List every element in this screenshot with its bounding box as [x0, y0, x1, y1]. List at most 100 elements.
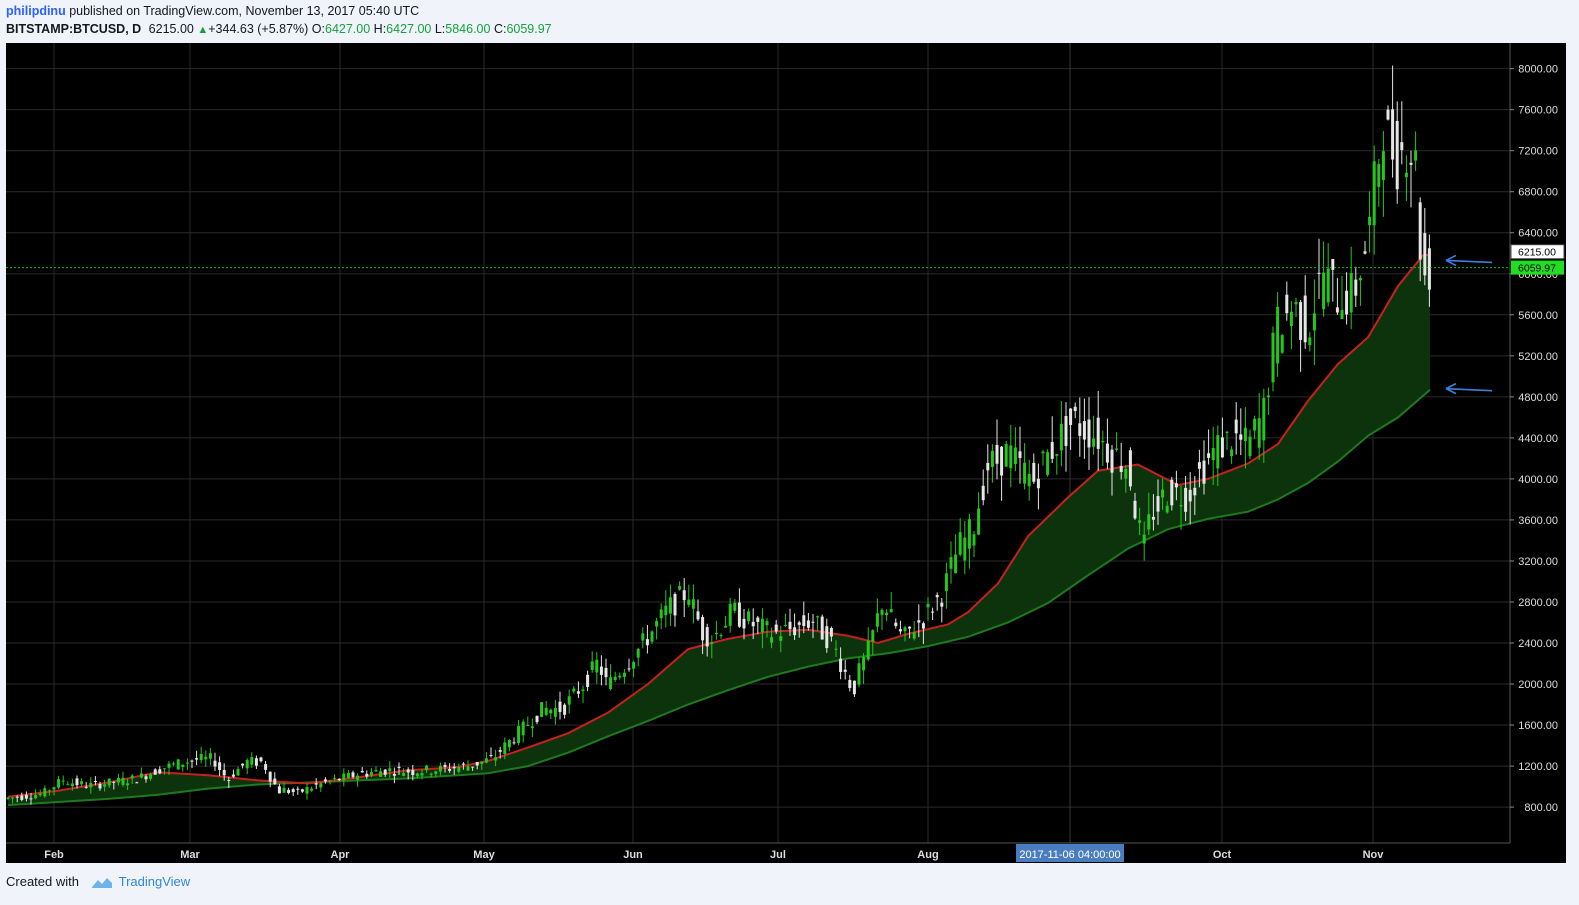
- candle-up[interactable]: [1308, 332, 1312, 352]
- candle-down[interactable]: [1069, 408, 1073, 450]
- candle-down[interactable]: [323, 777, 327, 784]
- candle-down[interactable]: [135, 781, 139, 784]
- candle-up[interactable]: [38, 789, 42, 797]
- candle-up[interactable]: [333, 774, 337, 782]
- candle-up[interactable]: [958, 518, 962, 557]
- candle-up[interactable]: [1372, 145, 1376, 255]
- candle-up[interactable]: [1138, 507, 1142, 536]
- candle-down[interactable]: [1207, 429, 1211, 465]
- candle-up[interactable]: [43, 785, 47, 798]
- candle-down[interactable]: [1400, 101, 1404, 165]
- tradingview-logo-icon[interactable]: [91, 876, 113, 890]
- candle-up[interactable]: [678, 581, 682, 591]
- candle-up[interactable]: [126, 778, 130, 790]
- candle-down[interactable]: [218, 756, 222, 777]
- candle-down[interactable]: [1032, 453, 1036, 484]
- candle-up[interactable]: [691, 584, 695, 624]
- candle-down[interactable]: [15, 795, 19, 803]
- candle-up[interactable]: [664, 590, 668, 628]
- candle-down[interactable]: [848, 674, 852, 692]
- candle-down[interactable]: [645, 624, 649, 654]
- candle-up[interactable]: [47, 789, 51, 796]
- candle-down[interactable]: [811, 613, 815, 639]
- candle-up[interactable]: [484, 752, 488, 764]
- candle-up[interactable]: [659, 603, 663, 630]
- candle-up[interactable]: [425, 764, 429, 773]
- candle-up[interactable]: [466, 760, 470, 772]
- candle-down[interactable]: [1202, 440, 1206, 495]
- tradingview-link[interactable]: TradingView: [118, 874, 191, 889]
- candle-down[interactable]: [931, 607, 935, 621]
- candle-up[interactable]: [875, 598, 879, 633]
- candle-down[interactable]: [986, 444, 990, 494]
- candle-up[interactable]: [553, 699, 557, 725]
- candle-down[interactable]: [604, 658, 608, 686]
- candle-up[interactable]: [641, 627, 645, 649]
- candle-up[interactable]: [1414, 131, 1418, 172]
- candle-down[interactable]: [75, 775, 79, 789]
- candle-up[interactable]: [374, 766, 378, 772]
- candle-down[interactable]: [273, 772, 277, 785]
- candle-up[interactable]: [204, 750, 208, 767]
- candle-down[interactable]: [98, 781, 102, 791]
- candle-up[interactable]: [402, 768, 406, 777]
- candle-up[interactable]: [765, 618, 769, 638]
- candle-up[interactable]: [480, 761, 484, 771]
- candle-up[interactable]: [103, 779, 107, 792]
- candle-up[interactable]: [52, 786, 56, 796]
- candle-down[interactable]: [452, 763, 456, 775]
- candle-down[interactable]: [1119, 442, 1123, 480]
- candle-up[interactable]: [429, 772, 433, 778]
- candle-up[interactable]: [949, 541, 953, 584]
- candle-up[interactable]: [162, 768, 166, 775]
- candle-up[interactable]: [342, 768, 346, 787]
- candle-down[interactable]: [365, 770, 369, 779]
- candle-down[interactable]: [1050, 416, 1054, 464]
- candle-down[interactable]: [908, 626, 912, 639]
- candle-up[interactable]: [149, 772, 153, 781]
- candle-down[interactable]: [190, 759, 194, 769]
- candle-down[interactable]: [940, 597, 944, 623]
- candle-up[interactable]: [1248, 429, 1252, 460]
- candle-down[interactable]: [1064, 402, 1068, 472]
- candle-down[interactable]: [751, 608, 755, 640]
- candle-up[interactable]: [1115, 432, 1119, 452]
- candle-up[interactable]: [89, 777, 93, 794]
- candle-down[interactable]: [397, 762, 401, 775]
- candle-up[interactable]: [245, 758, 249, 775]
- candle-down[interactable]: [1174, 470, 1178, 501]
- candle-down[interactable]: [1354, 266, 1358, 308]
- candle-down[interactable]: [981, 469, 985, 506]
- candle-up[interactable]: [116, 773, 120, 786]
- candle-up[interactable]: [609, 664, 613, 691]
- candle-down[interactable]: [264, 760, 268, 774]
- candle-up[interactable]: [866, 627, 870, 662]
- candle-up[interactable]: [1271, 326, 1275, 392]
- candle-down[interactable]: [1418, 197, 1422, 282]
- candle-up[interactable]: [434, 770, 438, 778]
- candle-down[interactable]: [788, 608, 792, 636]
- candle-up[interactable]: [369, 767, 373, 778]
- candle-down[interactable]: [558, 691, 562, 720]
- candle-up[interactable]: [590, 651, 594, 673]
- candle-up[interactable]: [66, 781, 70, 786]
- candle-up[interactable]: [1358, 275, 1362, 306]
- candle-down[interactable]: [627, 658, 631, 672]
- candle-up[interactable]: [1253, 415, 1257, 440]
- x-axis[interactable]: Feb Mar Apr May Jun Jul Aug 2017-11-06 04:00:00…: [44, 844, 1384, 862]
- candle-up[interactable]: [816, 615, 820, 632]
- candle-up[interactable]: [977, 492, 981, 536]
- candle-down[interactable]: [406, 767, 410, 780]
- candle-up[interactable]: [420, 769, 424, 780]
- candle-down[interactable]: [921, 621, 925, 645]
- candle-up[interactable]: [328, 779, 332, 785]
- candle-down[interactable]: [259, 756, 263, 763]
- candle-up[interactable]: [540, 702, 544, 718]
- candle-up[interactable]: [779, 625, 783, 653]
- candle-down[interactable]: [383, 769, 387, 777]
- candle-up[interactable]: [618, 672, 622, 680]
- candle-down[interactable]: [268, 771, 272, 788]
- candle-down[interactable]: [825, 618, 829, 653]
- candle-up[interactable]: [1124, 464, 1128, 493]
- candle-up[interactable]: [1179, 485, 1183, 530]
